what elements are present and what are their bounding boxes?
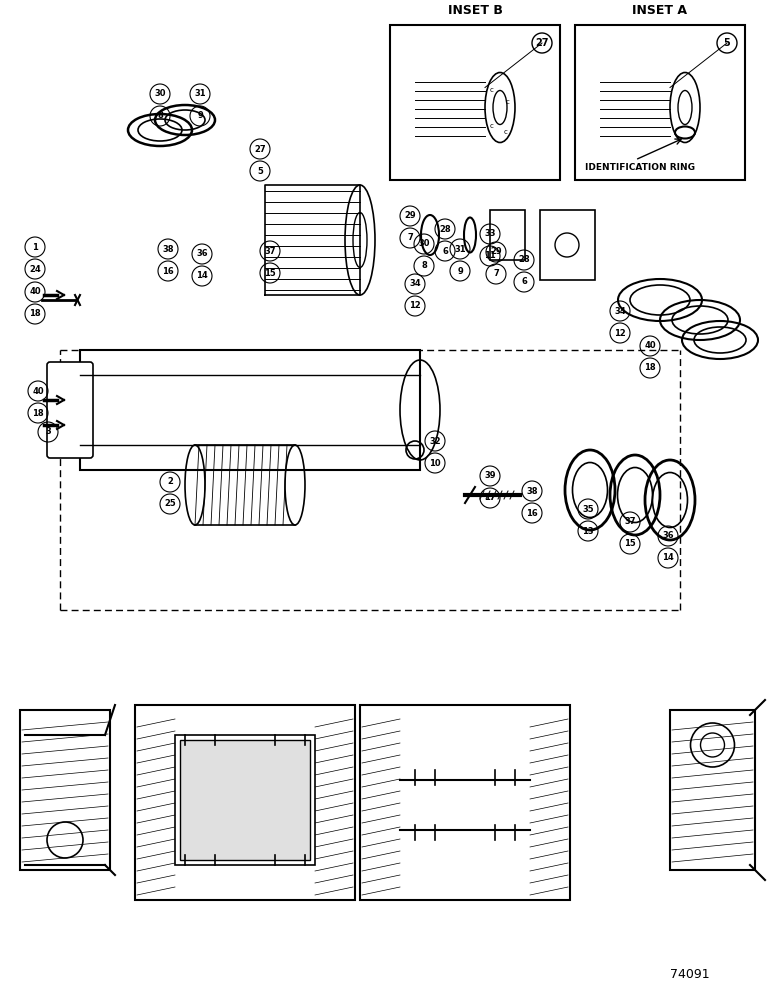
Text: 40: 40 <box>29 288 41 296</box>
FancyBboxPatch shape <box>175 735 315 865</box>
Text: 40: 40 <box>644 342 655 351</box>
Text: 25: 25 <box>164 499 176 508</box>
Text: 28: 28 <box>439 225 451 233</box>
Text: 9: 9 <box>457 266 463 275</box>
FancyBboxPatch shape <box>390 25 560 180</box>
Text: 29: 29 <box>490 247 502 256</box>
FancyBboxPatch shape <box>80 350 420 470</box>
FancyBboxPatch shape <box>20 710 110 870</box>
Text: c: c <box>504 129 508 135</box>
Text: 33: 33 <box>484 230 496 238</box>
Text: 5: 5 <box>257 166 263 176</box>
FancyBboxPatch shape <box>590 64 690 150</box>
Text: 6: 6 <box>521 277 527 286</box>
Text: 8: 8 <box>421 261 427 270</box>
Text: 34: 34 <box>409 279 421 288</box>
Text: 32: 32 <box>429 436 441 446</box>
Text: 1: 1 <box>32 242 38 251</box>
Text: INSET B: INSET B <box>448 4 503 17</box>
Text: 7: 7 <box>493 269 499 278</box>
Text: 12: 12 <box>409 302 421 310</box>
FancyBboxPatch shape <box>405 64 505 150</box>
Text: 24: 24 <box>29 264 41 273</box>
Text: IDENTIFICATION RING: IDENTIFICATION RING <box>585 163 695 172</box>
FancyBboxPatch shape <box>360 705 570 900</box>
Text: 27: 27 <box>535 38 549 48</box>
Text: 15: 15 <box>624 540 636 548</box>
Text: 5: 5 <box>723 38 730 48</box>
Text: 31: 31 <box>454 244 466 253</box>
FancyBboxPatch shape <box>670 710 755 870</box>
Text: 31: 31 <box>195 90 206 99</box>
Text: 18: 18 <box>644 363 655 372</box>
Text: 30: 30 <box>418 239 430 248</box>
Text: 35: 35 <box>582 504 594 514</box>
Text: c: c <box>490 122 494 128</box>
Text: 30: 30 <box>154 90 166 99</box>
Text: 27: 27 <box>254 144 266 153</box>
Text: 6: 6 <box>442 246 448 255</box>
Text: 74091: 74091 <box>670 968 709 982</box>
FancyBboxPatch shape <box>540 210 595 280</box>
Text: INSET A: INSET A <box>632 4 688 17</box>
Text: 10: 10 <box>429 458 441 468</box>
Text: 13: 13 <box>582 526 594 536</box>
Text: 38: 38 <box>162 244 174 253</box>
Text: 39: 39 <box>484 472 496 481</box>
Text: 16: 16 <box>162 266 174 275</box>
FancyBboxPatch shape <box>180 740 310 860</box>
Text: 3: 3 <box>45 428 51 436</box>
Text: 2: 2 <box>167 478 173 487</box>
Text: c: c <box>506 100 510 105</box>
Text: 17: 17 <box>484 493 496 502</box>
FancyBboxPatch shape <box>490 210 525 260</box>
Text: 12: 12 <box>614 328 626 338</box>
Text: 28: 28 <box>518 255 530 264</box>
Text: 36: 36 <box>662 532 674 540</box>
Text: 16: 16 <box>527 508 538 518</box>
Text: 11: 11 <box>484 251 496 260</box>
Text: c: c <box>490 87 494 93</box>
Text: 14: 14 <box>196 271 208 280</box>
Text: 14: 14 <box>662 554 674 562</box>
Text: 15: 15 <box>264 268 276 277</box>
Text: 36: 36 <box>196 249 208 258</box>
Text: 40: 40 <box>32 386 44 395</box>
Text: 8: 8 <box>157 111 163 120</box>
Text: 18: 18 <box>32 408 44 418</box>
Text: 7: 7 <box>407 233 413 242</box>
Text: 37: 37 <box>625 518 636 526</box>
Text: 34: 34 <box>615 306 626 316</box>
Text: 9: 9 <box>197 111 203 120</box>
FancyBboxPatch shape <box>47 362 93 458</box>
Text: 37: 37 <box>264 246 276 255</box>
FancyBboxPatch shape <box>575 25 745 180</box>
Text: 29: 29 <box>405 212 416 221</box>
Text: 18: 18 <box>29 310 41 318</box>
Text: 38: 38 <box>527 487 538 495</box>
FancyBboxPatch shape <box>135 705 355 900</box>
